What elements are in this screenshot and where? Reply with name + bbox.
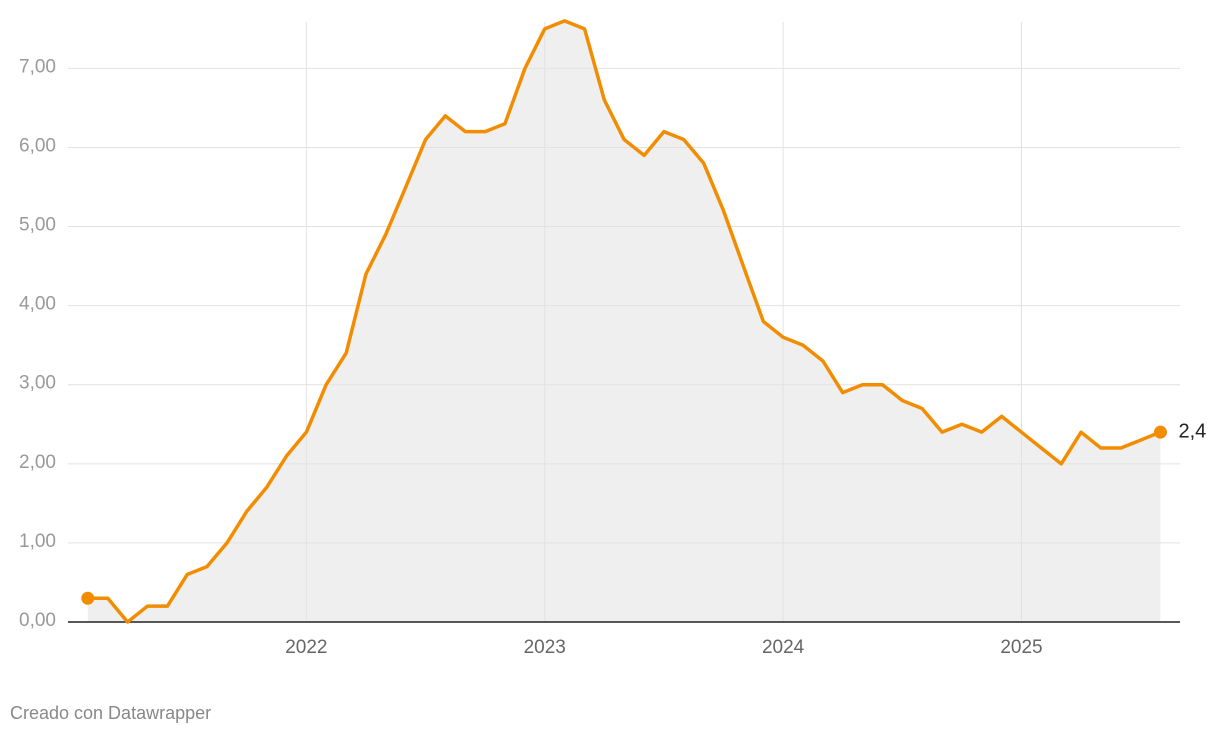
y-tick-label: 4,00: [19, 294, 56, 315]
y-tick-label: 5,00: [19, 215, 56, 236]
x-tick-label: 2023: [524, 637, 566, 658]
x-tick-label: 2025: [1000, 637, 1042, 658]
line: [87, 19, 1162, 624]
value-label: 2,4: [1178, 420, 1206, 442]
end-marker: [81, 591, 95, 605]
y-tick-label: 6,00: [19, 135, 56, 156]
y-tick-label: 3,00: [19, 373, 56, 394]
x-tick-label: 2022: [285, 637, 327, 658]
source: Creado con Datawrapper: [10, 703, 211, 723]
area: [87, 20, 1161, 622]
x-tick-label: 2024: [762, 637, 805, 658]
end-marker: [1153, 425, 1167, 439]
y-tick-label: 7,00: [19, 56, 56, 77]
y-tick-label: 0,00: [19, 610, 56, 631]
y-tick-label: 1,00: [19, 531, 56, 552]
y-tick-label: 2,00: [19, 452, 56, 473]
